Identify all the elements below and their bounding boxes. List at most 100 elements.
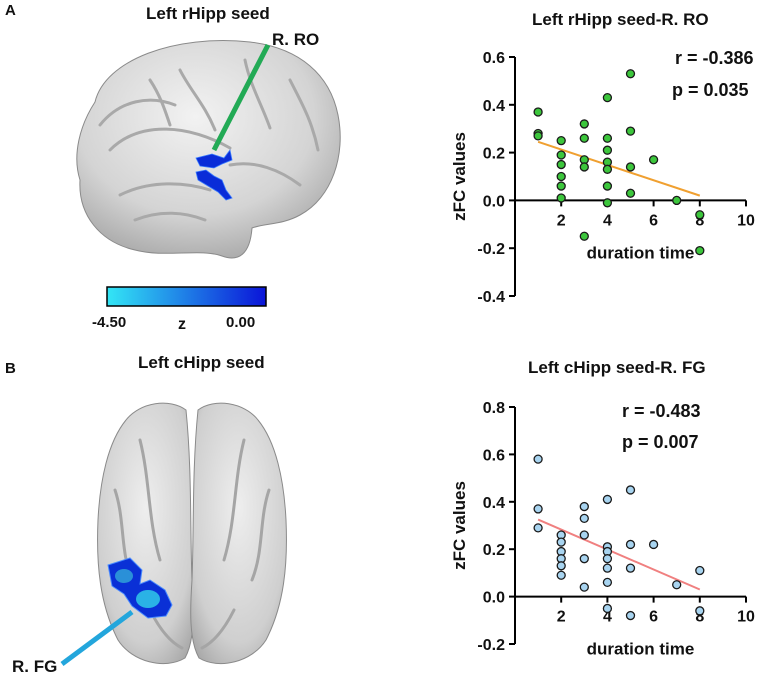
data-point <box>695 245 705 256</box>
x-tick-label: 6 <box>649 609 658 626</box>
data-point <box>625 610 636 621</box>
brain-ventral-render <box>60 402 287 667</box>
data-point <box>556 150 566 160</box>
data-point <box>533 504 543 514</box>
data-point <box>625 69 636 79</box>
data-point <box>579 231 589 241</box>
data-point <box>533 107 543 117</box>
data-point <box>602 92 613 103</box>
data-point <box>602 198 613 208</box>
data-point <box>556 570 566 580</box>
y-tick-label: 0.8 <box>483 400 505 417</box>
data-point <box>625 539 636 550</box>
brain-hemisphere-a <box>76 40 341 259</box>
y-tick-label: 0.2 <box>483 146 505 163</box>
stat-r-b: r = -0.483 <box>622 401 701 421</box>
y-axis-label: zFC values <box>450 132 469 221</box>
y-tick-label: 0.0 <box>483 193 505 210</box>
colorbar-max-label: 0.00 <box>226 314 256 331</box>
data-point <box>579 554 589 564</box>
data-point <box>579 582 589 592</box>
x-tick-label: 2 <box>557 609 566 626</box>
x-tick-label: 10 <box>737 609 755 626</box>
stat-p-a: p = 0.035 <box>672 80 749 100</box>
data-point <box>648 539 659 550</box>
x-axis-label: duration time <box>587 243 695 262</box>
x-axis-label: duration time <box>587 640 695 659</box>
x-tick-label: 10 <box>737 212 755 229</box>
y-axis-label: zFC values <box>450 481 469 570</box>
regression-line <box>537 518 701 591</box>
data-point <box>579 530 589 540</box>
data-point <box>672 195 682 206</box>
brain-title-b: Left cHipp seed <box>138 353 265 372</box>
x-tick-label: 6 <box>649 212 658 229</box>
leader-line-a <box>211 43 271 152</box>
y-tick-label: 0.6 <box>483 447 505 464</box>
data-point <box>602 494 613 505</box>
data-point <box>579 513 589 524</box>
data-point <box>533 131 543 141</box>
y-tick-label: -0.4 <box>477 289 505 306</box>
y-tick-label: 0.4 <box>483 98 505 115</box>
y-tick-label: -0.2 <box>477 637 505 654</box>
data-point <box>556 193 566 203</box>
chart-title-a: Left rHipp seed-R. RO <box>532 10 709 29</box>
chart-title-b: Left cHipp seed-R. FG <box>528 358 706 377</box>
activation-cluster-a <box>195 149 233 201</box>
data-point <box>602 133 613 143</box>
data-point <box>602 164 613 174</box>
data-point <box>556 159 566 170</box>
data-point <box>579 162 589 172</box>
stat-r-a: r = -0.386 <box>675 48 754 68</box>
colorbar-label: z <box>178 316 186 333</box>
y-tick-label: -0.2 <box>477 241 505 258</box>
y-tick-label: 0.2 <box>483 542 505 559</box>
y-tick-label: 0.0 <box>483 590 505 607</box>
data-point <box>602 563 613 573</box>
scatter-chart-b: -0.2 0.0 0.2 0.4 0.6 0.8 2 4 6 8 10 zFC values durat… <box>450 400 755 659</box>
colorbar-min-label: -4.50 <box>92 314 127 331</box>
data-point <box>602 603 613 614</box>
x-tick-label: 2 <box>557 212 566 229</box>
brain-hemisphere-b-right <box>190 402 287 665</box>
x-tick-label: 8 <box>695 609 704 626</box>
leader-line-b <box>60 609 134 667</box>
panel-label-b: B <box>5 360 16 377</box>
data-point <box>602 554 613 564</box>
data-point <box>625 126 636 136</box>
colorbar <box>106 286 267 307</box>
brain-lateral-render <box>76 40 341 259</box>
scatter-chart-a: -0.4 -0.2 0.0 0.2 0.4 0.6 2 4 6 8 10 zFC values dura… <box>450 50 755 306</box>
y-tick-label: 0.4 <box>483 495 505 512</box>
data-point <box>556 171 566 182</box>
data-point <box>602 181 613 191</box>
data-point <box>579 501 589 512</box>
data-point <box>556 136 566 146</box>
data-point <box>556 537 566 547</box>
data-point <box>695 565 705 576</box>
panel-label-a: A <box>5 2 16 19</box>
colorbar-gradient <box>106 286 267 307</box>
data-point <box>625 188 636 198</box>
data-point <box>695 606 705 616</box>
data-point <box>625 162 636 172</box>
data-point <box>579 119 589 129</box>
data-point <box>579 133 589 143</box>
data-point <box>648 155 659 165</box>
data-point <box>602 145 613 155</box>
data-point <box>556 561 566 571</box>
data-point <box>625 563 636 573</box>
region-label-a: R. RO <box>272 30 320 49</box>
stat-p-b: p = 0.007 <box>622 432 699 452</box>
data-point <box>533 523 543 533</box>
x-tick-label: 8 <box>695 212 704 229</box>
data-point <box>672 580 682 590</box>
region-label-b: R. FG <box>12 657 58 676</box>
y-tick-label: 0.6 <box>483 50 505 67</box>
brain-title-a: Left rHipp seed <box>146 4 270 23</box>
data-point <box>695 210 705 220</box>
data-point <box>556 181 566 191</box>
data-point <box>602 577 613 588</box>
data-point <box>625 485 636 495</box>
